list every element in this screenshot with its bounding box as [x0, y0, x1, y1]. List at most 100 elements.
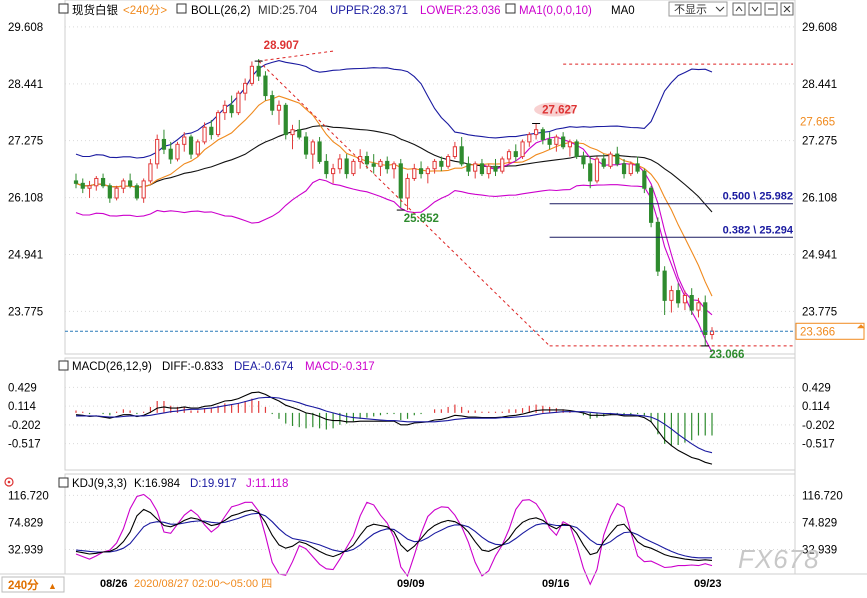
price-tick-right-0: 29.608 — [802, 22, 837, 34]
boll-checkbox[interactable] — [176, 3, 187, 14]
candle-body — [249, 65, 255, 84]
price-tag-box-1 — [795, 322, 865, 340]
macd-label[interactable]: MACD(26,12,9) — [72, 361, 152, 373]
collapse-checkbox[interactable] — [58, 3, 69, 14]
candle-body — [236, 92, 241, 114]
candle-body — [669, 290, 674, 301]
candle-body — [621, 163, 627, 175]
candle-body — [561, 136, 566, 148]
candle-body — [364, 156, 370, 165]
candle-body — [310, 141, 315, 155]
candle-body — [182, 136, 187, 145]
candle-body — [682, 294, 688, 304]
candle-body — [202, 126, 207, 143]
boll-mid-line — [75, 125, 713, 213]
boll-upper: UPPER:28.371 — [330, 5, 408, 17]
kdj-k-line — [75, 508, 713, 561]
annotation-label-3: 23.066 — [709, 349, 744, 361]
kdj-checkbox[interactable] — [58, 477, 69, 488]
candle-body — [114, 187, 119, 199]
candle-body — [100, 177, 106, 187]
candle-body — [256, 65, 261, 77]
annotation-label-0: 28.907 — [264, 40, 299, 52]
candle-body — [107, 185, 112, 199]
candle-body — [642, 170, 647, 189]
candle-body — [148, 163, 153, 182]
axis-layer: 29.608 29.608 28.441 28.441 27.275 27.275 26.1… — [8, 22, 865, 556]
candle-body — [418, 168, 424, 175]
candle-body — [473, 163, 478, 172]
display-select[interactable] — [668, 1, 728, 17]
chevron-down-button[interactable] — [748, 2, 762, 16]
candle-body — [615, 153, 620, 165]
candle-body — [195, 141, 200, 155]
kdj-d: D:19.917 — [190, 478, 237, 490]
macd-tick-left-2: -0.202 — [8, 420, 41, 432]
candle-body — [588, 163, 593, 182]
boll-lower: LOWER:23.036 — [420, 5, 501, 17]
candle-body — [121, 180, 126, 189]
boll-label[interactable]: BOLL(26,2) — [191, 5, 251, 17]
kdj-tick-left-0: 116.720 — [8, 490, 49, 502]
chevron-up-icon — [735, 6, 743, 12]
trend-dashed-line — [258, 60, 550, 347]
macd-value: MACD:-0.317 — [305, 361, 375, 373]
kdj-k: K:16.984 — [134, 478, 181, 490]
candle-body — [567, 141, 573, 148]
ma0-label: MA0 — [611, 5, 635, 17]
candle-body — [324, 160, 329, 175]
candle-body — [331, 168, 336, 175]
candle-body — [371, 163, 376, 167]
price-tick-right-5: 23.775 — [802, 306, 837, 318]
macd-tick-right-3: -0.517 — [802, 439, 835, 451]
period-button-label: 240分 — [8, 578, 39, 592]
candle-body — [283, 104, 288, 136]
macd-diff: DIFF:-0.833 — [162, 361, 223, 373]
close-button[interactable] — [780, 2, 794, 16]
candle-body — [500, 158, 505, 172]
minimize-button[interactable] — [764, 2, 778, 16]
candle-body — [188, 136, 194, 155]
candle-body — [689, 294, 694, 311]
grid — [65, 26, 795, 550]
candle-body — [513, 151, 518, 158]
macd-diff-line — [75, 391, 713, 465]
kdj-tick-left-1: 74.829 — [8, 517, 43, 529]
candle-body — [141, 180, 146, 199]
price-tick-left-2: 27.275 — [8, 136, 43, 148]
candle-body — [385, 160, 390, 170]
chevron-down-icon — [715, 6, 725, 12]
price-header: 现货白银 <240分> BOLL(26,2) MID:25.704 UPPER:… — [58, 3, 635, 17]
macd-checkbox[interactable] — [58, 360, 69, 371]
macd-tick-left-1: 0.114 — [8, 401, 37, 413]
macd-tick-right-2: -0.202 — [802, 420, 835, 432]
candle-body — [466, 163, 471, 172]
candle-body — [486, 165, 491, 175]
price-tick-left-5: 23.775 — [8, 306, 43, 318]
candle-body — [222, 104, 227, 114]
price-tag-0: 27.665 — [800, 117, 835, 129]
ma-label[interactable]: MA1(0,0,0,10) — [519, 5, 592, 17]
candle-body — [175, 143, 180, 160]
period-label[interactable]: <240分> — [123, 4, 167, 17]
chevron-up-button[interactable] — [732, 2, 746, 16]
kdj-header: KDJ(9,3,3) K:16.984 D:19.917 J:11.118 — [4, 477, 288, 490]
candle-body — [649, 187, 654, 223]
candle-body — [601, 158, 606, 167]
kdj-label[interactable]: KDJ(9,3,3) — [72, 478, 127, 490]
kdj-tick-right-2: 32.939 — [802, 544, 837, 556]
candle-body — [94, 177, 99, 187]
ma-checkbox[interactable] — [505, 3, 516, 14]
candle-body — [676, 290, 681, 304]
candle-body — [479, 163, 485, 175]
macd-tick-right-0: 0.429 — [802, 382, 831, 394]
bottom-bar: 240分 ▲ 08/26 2020/08/27 02:00～05:00 四 09… — [0, 573, 867, 593]
macd-header: MACD(26,12,9) DIFF:-0.833 DEA:-0.674 MAC… — [58, 360, 375, 373]
watermark-logo: FX678 — [738, 544, 820, 574]
kdj-layer — [75, 493, 713, 586]
candle-body — [378, 160, 383, 167]
candle-body — [398, 163, 403, 199]
period-button[interactable] — [1, 576, 65, 593]
candle-body — [344, 158, 349, 175]
kdj-settings-icon[interactable] — [4, 477, 14, 487]
